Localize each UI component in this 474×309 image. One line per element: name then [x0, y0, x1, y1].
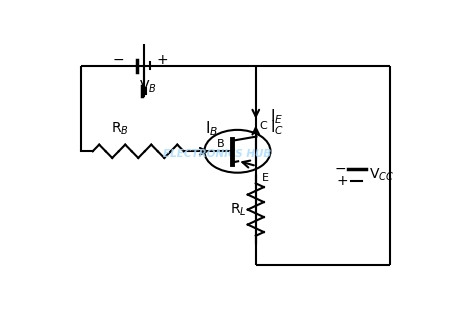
Text: R$_B$: R$_B$	[111, 121, 129, 137]
Text: −: −	[335, 162, 346, 176]
Text: I$_B$: I$_B$	[205, 120, 219, 138]
Text: E: E	[262, 173, 268, 183]
Text: B: B	[217, 139, 225, 149]
Text: −: −	[112, 53, 124, 67]
Text: I$_C$: I$_C$	[271, 118, 284, 137]
Text: +: +	[336, 174, 348, 188]
Text: ELECTRONICS HUB: ELECTRONICS HUB	[163, 149, 271, 159]
Text: V$_B$: V$_B$	[138, 79, 156, 95]
Text: C: C	[259, 121, 267, 131]
Text: R$_L$: R$_L$	[230, 201, 246, 218]
Text: V$_{CC}$: V$_{CC}$	[369, 167, 394, 183]
Text: I$_E$: I$_E$	[271, 108, 284, 126]
Text: +: +	[156, 53, 168, 67]
